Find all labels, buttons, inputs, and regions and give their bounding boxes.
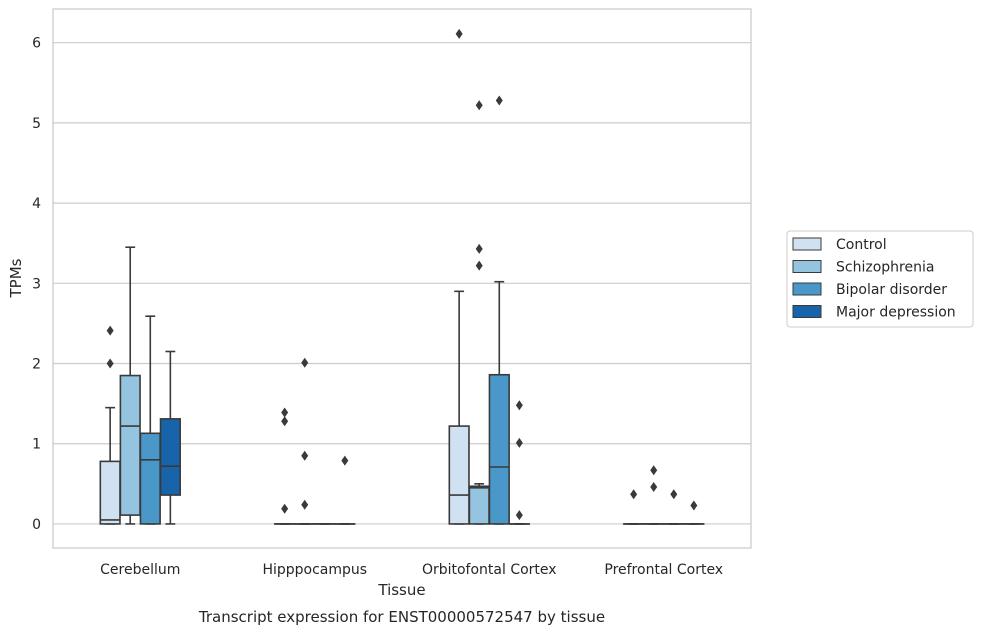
legend-label: Bipolar disorder bbox=[836, 282, 947, 298]
outlier-point bbox=[301, 499, 309, 510]
box-group bbox=[488, 95, 510, 525]
box-group bbox=[448, 28, 470, 525]
outlier-point bbox=[475, 260, 483, 271]
x-tick-label: Prefrontal Cortex bbox=[604, 562, 723, 578]
box-group bbox=[294, 357, 316, 525]
box bbox=[139, 432, 161, 525]
y-tick-label: 1 bbox=[32, 437, 41, 453]
box bbox=[119, 374, 141, 516]
outlier-point bbox=[106, 325, 114, 336]
y-tick-label: 5 bbox=[32, 116, 41, 132]
x-axis-title: Tissue bbox=[377, 581, 425, 599]
box-group bbox=[643, 465, 665, 525]
y-tick-label: 4 bbox=[32, 196, 41, 212]
outlier-point bbox=[281, 503, 289, 514]
y-tick-label: 2 bbox=[32, 357, 41, 373]
legend-label: Schizophrenia bbox=[836, 260, 934, 276]
y-tick-label: 6 bbox=[32, 36, 41, 52]
outlier-point bbox=[515, 437, 523, 448]
outlier-point bbox=[281, 416, 289, 427]
legend-frame bbox=[786, 230, 974, 328]
box bbox=[99, 460, 121, 525]
box-group bbox=[119, 246, 141, 525]
box-group bbox=[334, 455, 356, 525]
outlier-point bbox=[475, 243, 483, 254]
outlier-point bbox=[690, 500, 698, 511]
legend-label: Control bbox=[836, 237, 887, 253]
y-tick-label: 0 bbox=[32, 517, 41, 533]
outlier-point bbox=[106, 358, 114, 369]
outlier-point bbox=[281, 407, 289, 418]
box bbox=[159, 418, 181, 496]
x-tick-label: Cerebellum bbox=[100, 562, 180, 578]
outlier-point bbox=[630, 489, 638, 500]
legend-label: Major depression bbox=[836, 305, 956, 321]
box-group bbox=[508, 400, 530, 525]
y-tick-label: 3 bbox=[32, 276, 41, 292]
box bbox=[448, 425, 470, 525]
x-tick-label: Orbitofontal Cortex bbox=[422, 562, 557, 578]
box bbox=[468, 485, 490, 525]
box-group bbox=[683, 500, 705, 525]
box bbox=[488, 373, 510, 525]
legend-swatch bbox=[792, 237, 822, 251]
y-tick-labels: 0 1 2 3 4 5 6 bbox=[32, 36, 41, 533]
outlier-point bbox=[515, 400, 523, 411]
outlier-point bbox=[301, 357, 309, 368]
box-group bbox=[139, 315, 161, 525]
outlier-point bbox=[650, 465, 658, 476]
chart-title: Transcript expression for ENST0000057254… bbox=[198, 608, 605, 626]
outlier-point bbox=[515, 510, 523, 521]
outlier-point bbox=[341, 455, 349, 466]
x-tick-labels: Cerebellum Hipppocampus Orbitofontal Corte… bbox=[100, 562, 723, 578]
boxes bbox=[99, 28, 705, 525]
box-group bbox=[159, 350, 181, 525]
y-axis-title: TPMs bbox=[7, 258, 25, 298]
outlier-point bbox=[495, 95, 503, 106]
legend-swatch bbox=[792, 260, 822, 273]
legend: Control Schizophrenia Bipolar disorder Majo… bbox=[786, 230, 974, 328]
outlier-point bbox=[455, 28, 463, 39]
outlier-point bbox=[650, 482, 658, 493]
box-group bbox=[468, 100, 490, 525]
outlier-point bbox=[475, 100, 483, 111]
outlier-point bbox=[301, 450, 309, 461]
legend-swatch bbox=[792, 282, 822, 296]
x-tick-label: Hipppocampus bbox=[262, 562, 367, 578]
legend-swatch bbox=[792, 305, 822, 318]
outlier-point bbox=[670, 489, 678, 500]
